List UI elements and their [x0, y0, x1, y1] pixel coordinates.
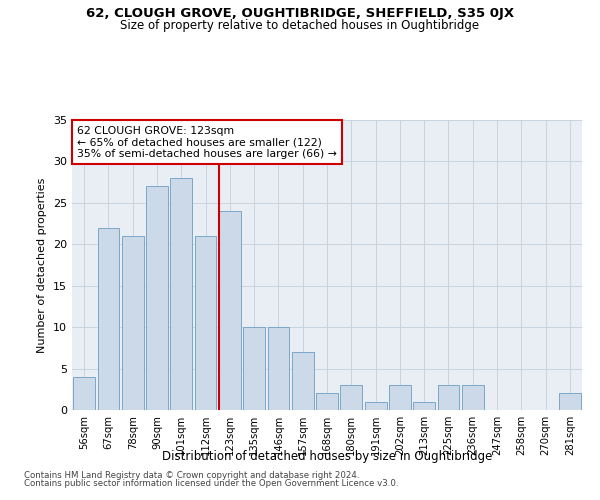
Bar — [170, 178, 192, 410]
Text: Distribution of detached houses by size in Oughtibridge: Distribution of detached houses by size … — [162, 450, 492, 463]
Bar — [340, 385, 362, 410]
Bar — [73, 377, 95, 410]
Bar — [122, 236, 143, 410]
Bar — [268, 327, 289, 410]
Bar — [559, 394, 581, 410]
Bar — [437, 385, 460, 410]
Y-axis label: Number of detached properties: Number of detached properties — [37, 178, 47, 352]
Text: Contains HM Land Registry data © Crown copyright and database right 2024.: Contains HM Land Registry data © Crown c… — [24, 471, 359, 480]
Text: 62 CLOUGH GROVE: 123sqm
← 65% of detached houses are smaller (122)
35% of semi-d: 62 CLOUGH GROVE: 123sqm ← 65% of detache… — [77, 126, 337, 159]
Bar — [97, 228, 119, 410]
Bar — [219, 211, 241, 410]
Bar — [292, 352, 314, 410]
Text: 62, CLOUGH GROVE, OUGHTIBRIDGE, SHEFFIELD, S35 0JX: 62, CLOUGH GROVE, OUGHTIBRIDGE, SHEFFIEL… — [86, 8, 514, 20]
Bar — [243, 327, 265, 410]
Bar — [146, 186, 168, 410]
Text: Size of property relative to detached houses in Oughtibridge: Size of property relative to detached ho… — [121, 18, 479, 32]
Bar — [365, 402, 386, 410]
Bar — [413, 402, 435, 410]
Bar — [462, 385, 484, 410]
Bar — [316, 394, 338, 410]
Bar — [389, 385, 411, 410]
Text: Contains public sector information licensed under the Open Government Licence v3: Contains public sector information licen… — [24, 478, 398, 488]
Bar — [194, 236, 217, 410]
